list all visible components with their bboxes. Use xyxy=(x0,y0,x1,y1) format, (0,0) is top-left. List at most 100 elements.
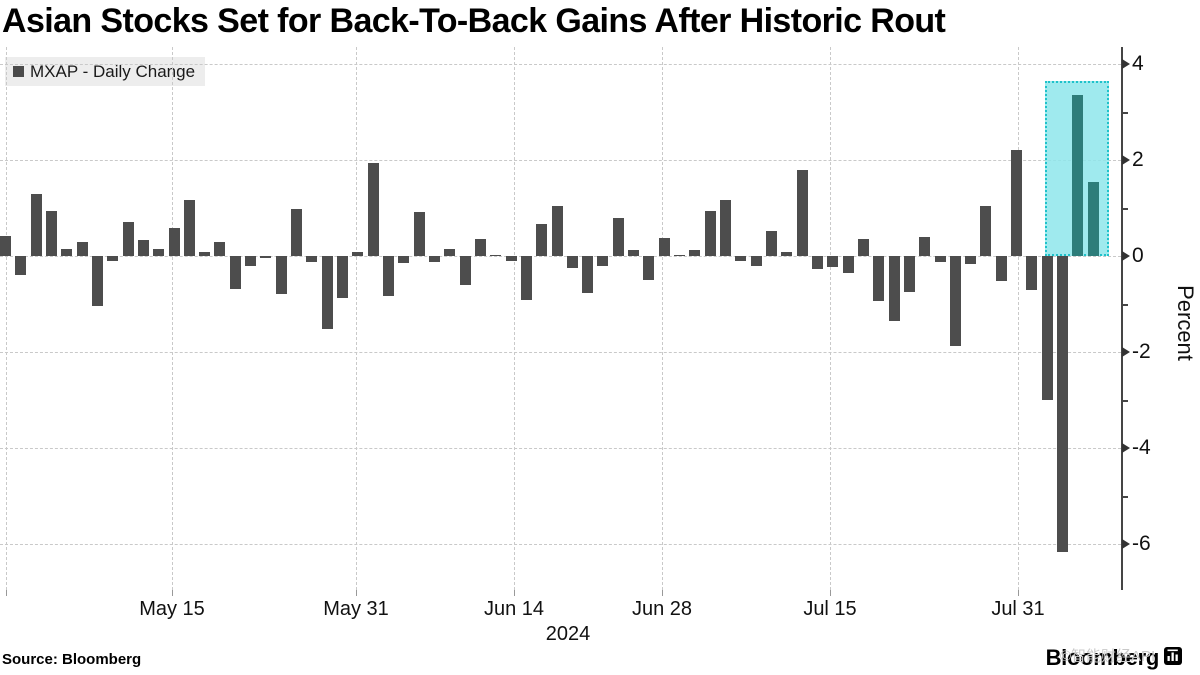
bar xyxy=(796,169,808,256)
bar xyxy=(934,256,946,262)
horizontal-gridline xyxy=(0,448,1121,449)
y-minor-tick xyxy=(1121,304,1128,306)
x-tick-label: Jun 14 xyxy=(483,598,545,620)
bar xyxy=(520,256,532,300)
bar xyxy=(1026,256,1038,290)
y-tick-label: -4 xyxy=(1132,436,1151,459)
vertical-gridline xyxy=(172,47,173,590)
x-tick xyxy=(6,590,7,596)
vertical-gridline xyxy=(830,47,831,590)
y-tick-arrow-icon xyxy=(1122,251,1130,261)
bloomberg-wordmark: Bloomberg xyxy=(1045,645,1160,670)
x-tick-label: Jun 28 xyxy=(631,598,693,620)
y-minor-tick xyxy=(1121,208,1128,210)
bar xyxy=(597,256,609,266)
bar xyxy=(949,256,961,347)
bar xyxy=(15,256,27,275)
bar xyxy=(1057,256,1069,553)
bar xyxy=(505,256,517,261)
bar xyxy=(428,256,440,262)
bar xyxy=(873,256,885,301)
bar xyxy=(245,256,257,267)
x-tick-label: Jul 15 xyxy=(803,598,857,620)
x-tick-label: May 31 xyxy=(323,598,389,620)
bar xyxy=(459,256,471,286)
bar xyxy=(1041,256,1053,401)
bar xyxy=(689,249,701,256)
y-tick-arrow-icon xyxy=(1122,539,1130,549)
bar xyxy=(674,255,686,257)
bar-highlighted xyxy=(1087,181,1099,256)
legend: MXAP - Daily Change xyxy=(5,57,206,86)
bar xyxy=(306,256,318,262)
vertical-gridline xyxy=(514,47,515,590)
x-tick xyxy=(514,590,515,596)
x-tick xyxy=(662,590,663,596)
bar xyxy=(45,211,57,256)
bar xyxy=(275,256,287,294)
bar xyxy=(612,217,624,256)
y-axis-title: Percent xyxy=(1173,285,1198,361)
bar xyxy=(474,238,486,256)
vertical-gridline xyxy=(6,47,7,590)
bar xyxy=(0,235,11,256)
y-axis-line xyxy=(1121,47,1123,590)
y-tick-label: 0 xyxy=(1132,244,1144,267)
x-tick xyxy=(172,590,173,596)
y-tick-arrow-icon xyxy=(1122,155,1130,165)
bar xyxy=(658,237,670,256)
x-tick xyxy=(1018,590,1019,596)
bar xyxy=(444,249,456,256)
bar xyxy=(704,211,716,256)
bloomberg-terminal-icon xyxy=(1164,646,1182,670)
y-tick-label: 4 xyxy=(1132,52,1144,75)
bar xyxy=(720,200,732,256)
vertical-gridline xyxy=(1018,47,1019,590)
bar xyxy=(291,208,303,256)
vertical-gridline xyxy=(356,47,357,590)
x-tick-label: Jul 31 xyxy=(991,598,1045,620)
bar xyxy=(76,242,88,256)
x-tick-label: May 15 xyxy=(139,598,205,620)
bar xyxy=(413,212,425,256)
legend-swatch-icon xyxy=(13,66,24,77)
bar xyxy=(321,256,333,330)
bar xyxy=(229,256,241,289)
horizontal-gridline xyxy=(0,160,1121,161)
bar xyxy=(750,256,762,266)
bar xyxy=(214,242,226,256)
bar xyxy=(337,256,349,298)
bar xyxy=(168,227,180,256)
y-tick-label: -2 xyxy=(1132,340,1151,363)
chart-title: Asian Stocks Set for Back-To-Back Gains … xyxy=(2,2,946,40)
bar xyxy=(61,249,73,256)
bar xyxy=(566,256,578,268)
bar xyxy=(352,251,364,256)
bar xyxy=(367,162,379,256)
bloomberg-logo: Bloomberg xyxy=(1046,645,1182,671)
legend-label: MXAP - Daily Change xyxy=(30,61,196,81)
bar-highlighted xyxy=(1072,95,1084,256)
x-tick xyxy=(830,590,831,596)
bar xyxy=(183,200,195,256)
bar xyxy=(398,256,410,263)
y-minor-tick xyxy=(1121,400,1128,402)
horizontal-gridline xyxy=(0,544,1121,545)
bar xyxy=(766,231,777,256)
bar xyxy=(781,251,793,256)
bar xyxy=(903,256,915,292)
y-tick-arrow-icon xyxy=(1122,443,1130,453)
bar xyxy=(995,256,1007,281)
y-tick-arrow-icon xyxy=(1122,59,1130,69)
x-axis-year-label: 2024 xyxy=(545,623,591,645)
bar xyxy=(153,248,165,256)
horizontal-gridline xyxy=(0,64,1121,65)
bar xyxy=(536,224,548,256)
horizontal-gridline xyxy=(0,256,1121,257)
bar xyxy=(107,256,119,262)
bar xyxy=(260,256,272,259)
bar xyxy=(122,222,134,256)
bar xyxy=(919,236,931,256)
bar xyxy=(643,256,655,280)
